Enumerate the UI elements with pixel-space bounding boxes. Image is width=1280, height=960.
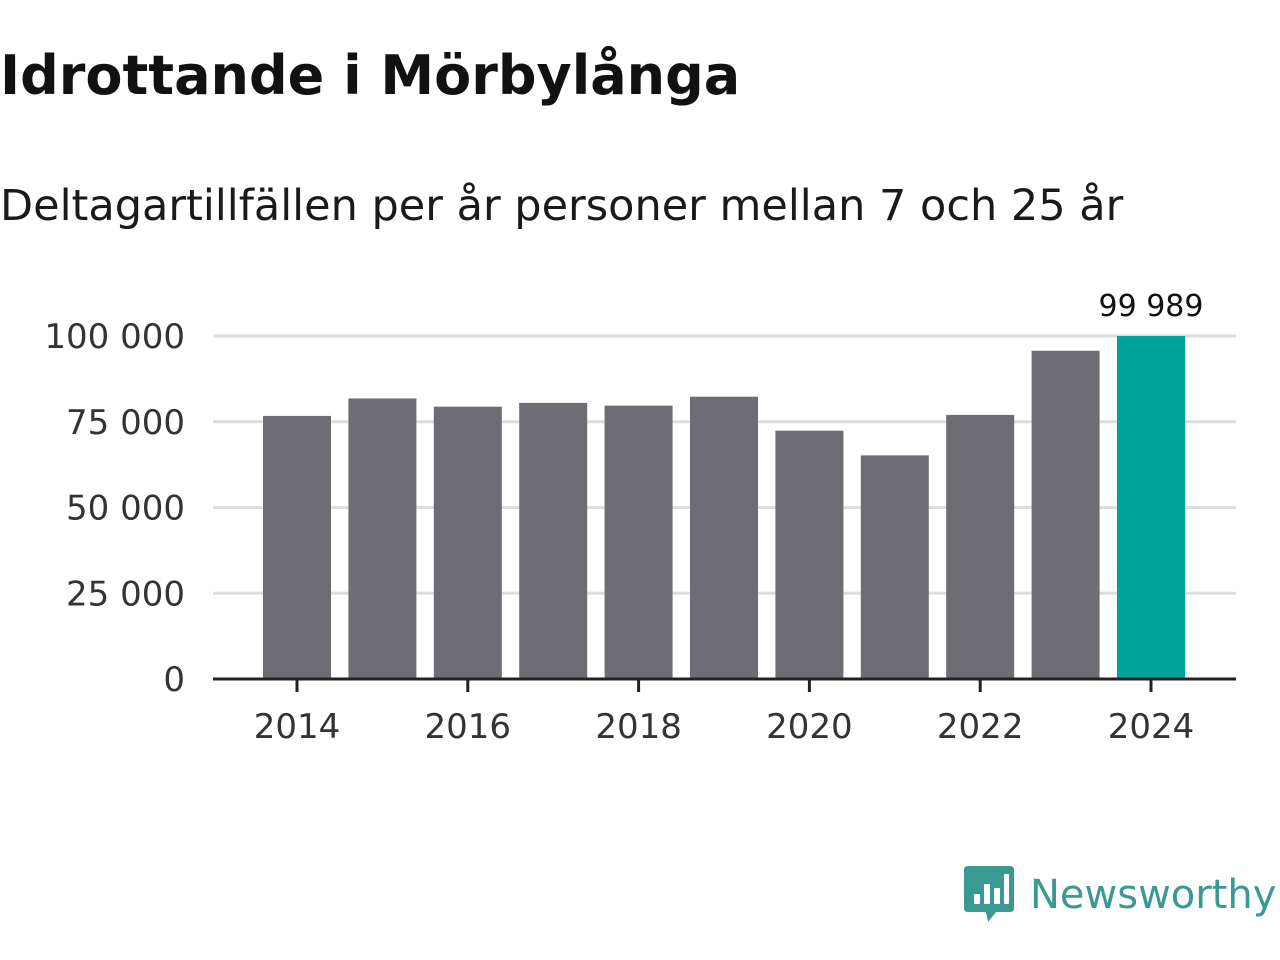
bar-2020 <box>775 430 844 679</box>
x-axis-tick-labels: 2014 2016 2018 2020 2022 2024 <box>254 707 1195 747</box>
brand-logo: Newsworthy <box>962 862 1276 928</box>
x-tick-label: 2024 <box>1108 707 1195 747</box>
x-axis <box>213 677 1236 692</box>
bar-2018 <box>604 405 673 679</box>
y-tick-label: 50 000 <box>66 489 185 529</box>
bar-2017 <box>519 402 588 679</box>
x-tick-label: 2014 <box>254 707 341 747</box>
bars <box>263 336 1185 679</box>
x-tick-label: 2016 <box>425 707 512 747</box>
y-tick-label: 100 000 <box>44 317 185 357</box>
brand-name: Newsworthy <box>1030 872 1277 918</box>
x-tick-label: 2020 <box>766 707 853 747</box>
y-axis-tick-labels: 0 25 000 50 000 75 000 100 000 <box>44 317 185 700</box>
bar-2023 <box>1031 350 1100 679</box>
data-labels: 99 989 <box>1099 289 1204 324</box>
x-tick-label: 2018 <box>595 707 682 747</box>
chart-title: Idrottande i Mörbylånga <box>0 44 741 107</box>
bar-2014 <box>263 415 331 679</box>
bar-2019 <box>690 396 758 679</box>
x-tick-label: 2022 <box>937 707 1024 747</box>
bar-2021 <box>860 455 929 679</box>
data-label-2024: 99 989 <box>1099 289 1204 324</box>
bar-2024 <box>1117 336 1185 679</box>
y-tick-label: 75 000 <box>66 403 185 443</box>
chart-subtitle: Deltagartillfällen per år personer mella… <box>0 181 1124 231</box>
bar-2015 <box>348 398 417 679</box>
bar-2022 <box>946 414 1015 679</box>
bar-chart-speech-bubble-icon <box>964 866 1014 922</box>
y-tick-label: 0 <box>163 660 185 700</box>
bar-2016 <box>433 406 502 679</box>
y-tick-label: 25 000 <box>66 574 185 614</box>
